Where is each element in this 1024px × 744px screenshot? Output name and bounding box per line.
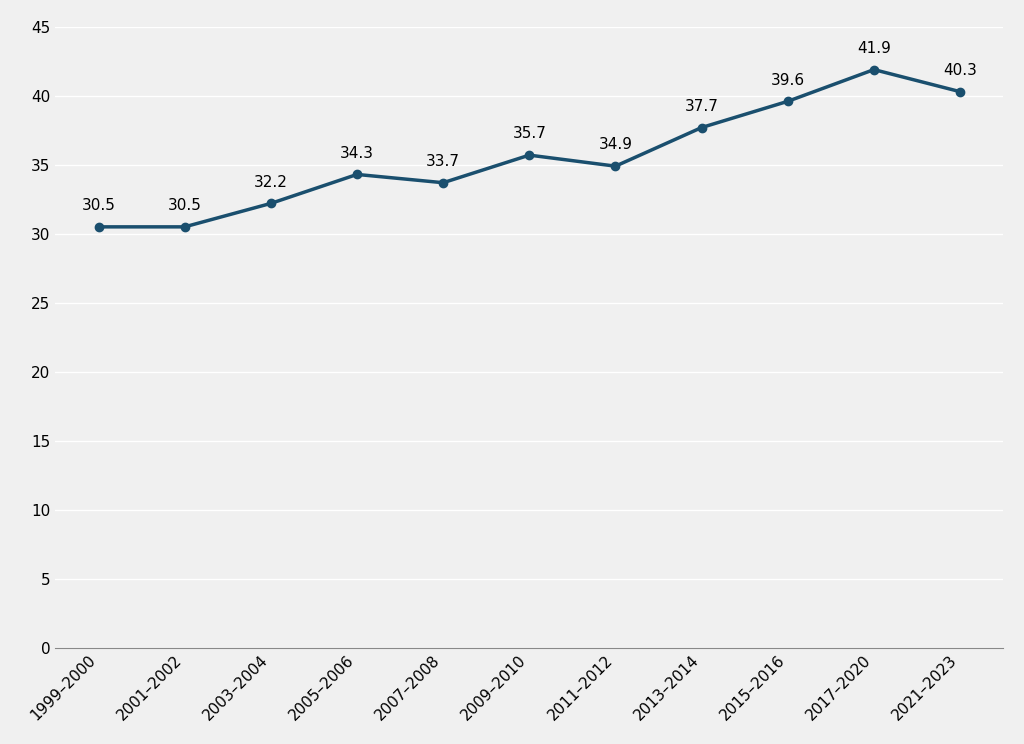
Text: 40.3: 40.3 bbox=[943, 63, 977, 78]
Text: 33.7: 33.7 bbox=[426, 154, 460, 169]
Text: 34.3: 34.3 bbox=[340, 146, 374, 161]
Text: 32.2: 32.2 bbox=[254, 175, 288, 190]
Text: 35.7: 35.7 bbox=[512, 126, 546, 141]
Text: 39.6: 39.6 bbox=[771, 72, 805, 88]
Text: 30.5: 30.5 bbox=[168, 198, 202, 213]
Text: 30.5: 30.5 bbox=[82, 198, 116, 213]
Text: 41.9: 41.9 bbox=[857, 41, 891, 56]
Text: 37.7: 37.7 bbox=[685, 99, 719, 114]
Text: 34.9: 34.9 bbox=[598, 138, 633, 153]
